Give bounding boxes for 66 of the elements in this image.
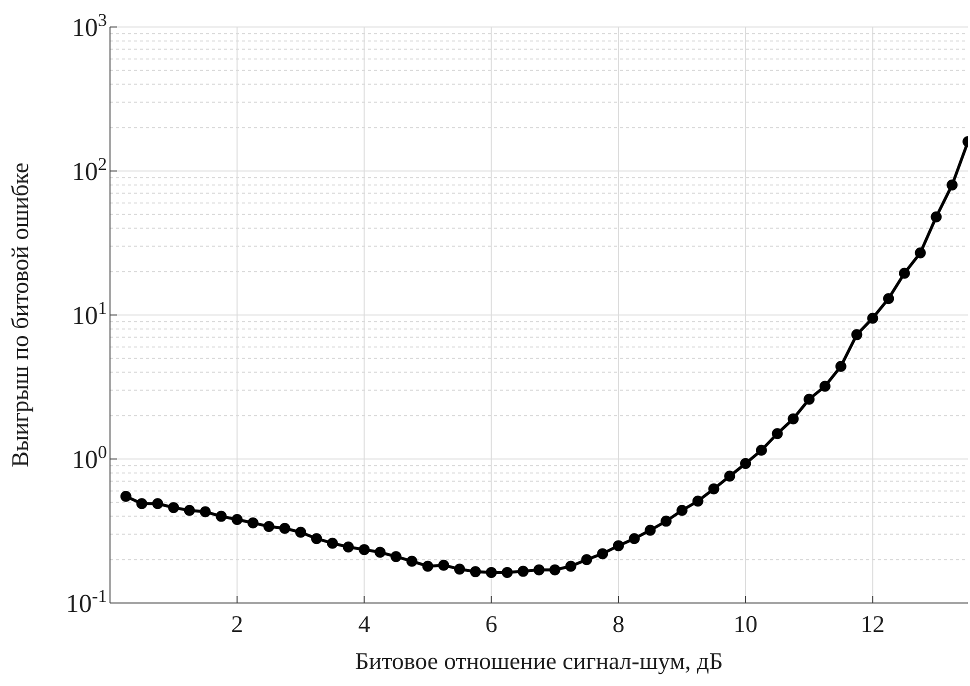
x-tick-label: 12	[860, 612, 885, 638]
point	[248, 517, 258, 528]
y-tick-label: 10$^{1}$	[72, 298, 107, 330]
point	[820, 380, 830, 392]
point	[581, 554, 592, 566]
point	[565, 560, 576, 572]
point	[390, 551, 402, 562]
point	[597, 548, 608, 560]
y-tick-label: 10$^{2}$	[72, 154, 107, 186]
point	[788, 413, 799, 424]
point	[216, 510, 227, 522]
point	[740, 458, 752, 470]
point	[883, 293, 894, 304]
point	[612, 540, 624, 552]
point	[724, 470, 736, 482]
y-tick-label: 10$^{0}$	[72, 442, 107, 474]
point	[486, 566, 497, 578]
point	[502, 566, 513, 578]
point	[279, 522, 290, 534]
point	[358, 544, 370, 556]
point	[867, 312, 878, 324]
x-tick-label: 6	[485, 612, 498, 638]
point	[200, 506, 211, 518]
point	[232, 514, 243, 526]
point	[676, 504, 688, 516]
point	[534, 564, 544, 576]
point	[518, 566, 529, 577]
point	[708, 483, 720, 494]
point	[756, 444, 767, 456]
point	[692, 496, 704, 507]
y-axis-title: Выигрыш по битовой ошибке	[8, 162, 34, 468]
point	[804, 394, 815, 405]
x-tick-label: 4	[358, 612, 370, 638]
point	[660, 516, 672, 527]
x-axis-title: Битовое отношение сигнал-шум, дБ	[355, 649, 723, 675]
point	[168, 502, 180, 514]
point	[898, 268, 910, 279]
point	[835, 360, 846, 372]
y-tick-label: 10$^{3}$	[72, 10, 107, 42]
point	[628, 533, 640, 544]
point	[930, 211, 942, 222]
y-tick-label: 10$^{-1}$	[66, 586, 107, 618]
point	[136, 498, 148, 510]
point	[311, 533, 322, 544]
point	[342, 541, 354, 552]
point	[946, 179, 958, 190]
point	[644, 524, 656, 536]
x-tick-label: 8	[612, 612, 624, 638]
point	[422, 560, 434, 572]
point	[470, 566, 481, 578]
point	[184, 504, 195, 516]
point	[438, 560, 450, 571]
point	[374, 546, 386, 558]
point	[454, 564, 466, 575]
point	[152, 498, 164, 510]
point	[326, 538, 338, 549]
point	[914, 247, 926, 258]
point	[851, 329, 862, 340]
point	[772, 428, 783, 440]
x-tick-label: 10	[734, 612, 758, 638]
point	[263, 520, 274, 532]
point	[295, 526, 306, 538]
x-tick-label: 2	[231, 612, 244, 638]
point	[406, 556, 418, 567]
point	[120, 490, 132, 502]
point	[549, 564, 560, 576]
